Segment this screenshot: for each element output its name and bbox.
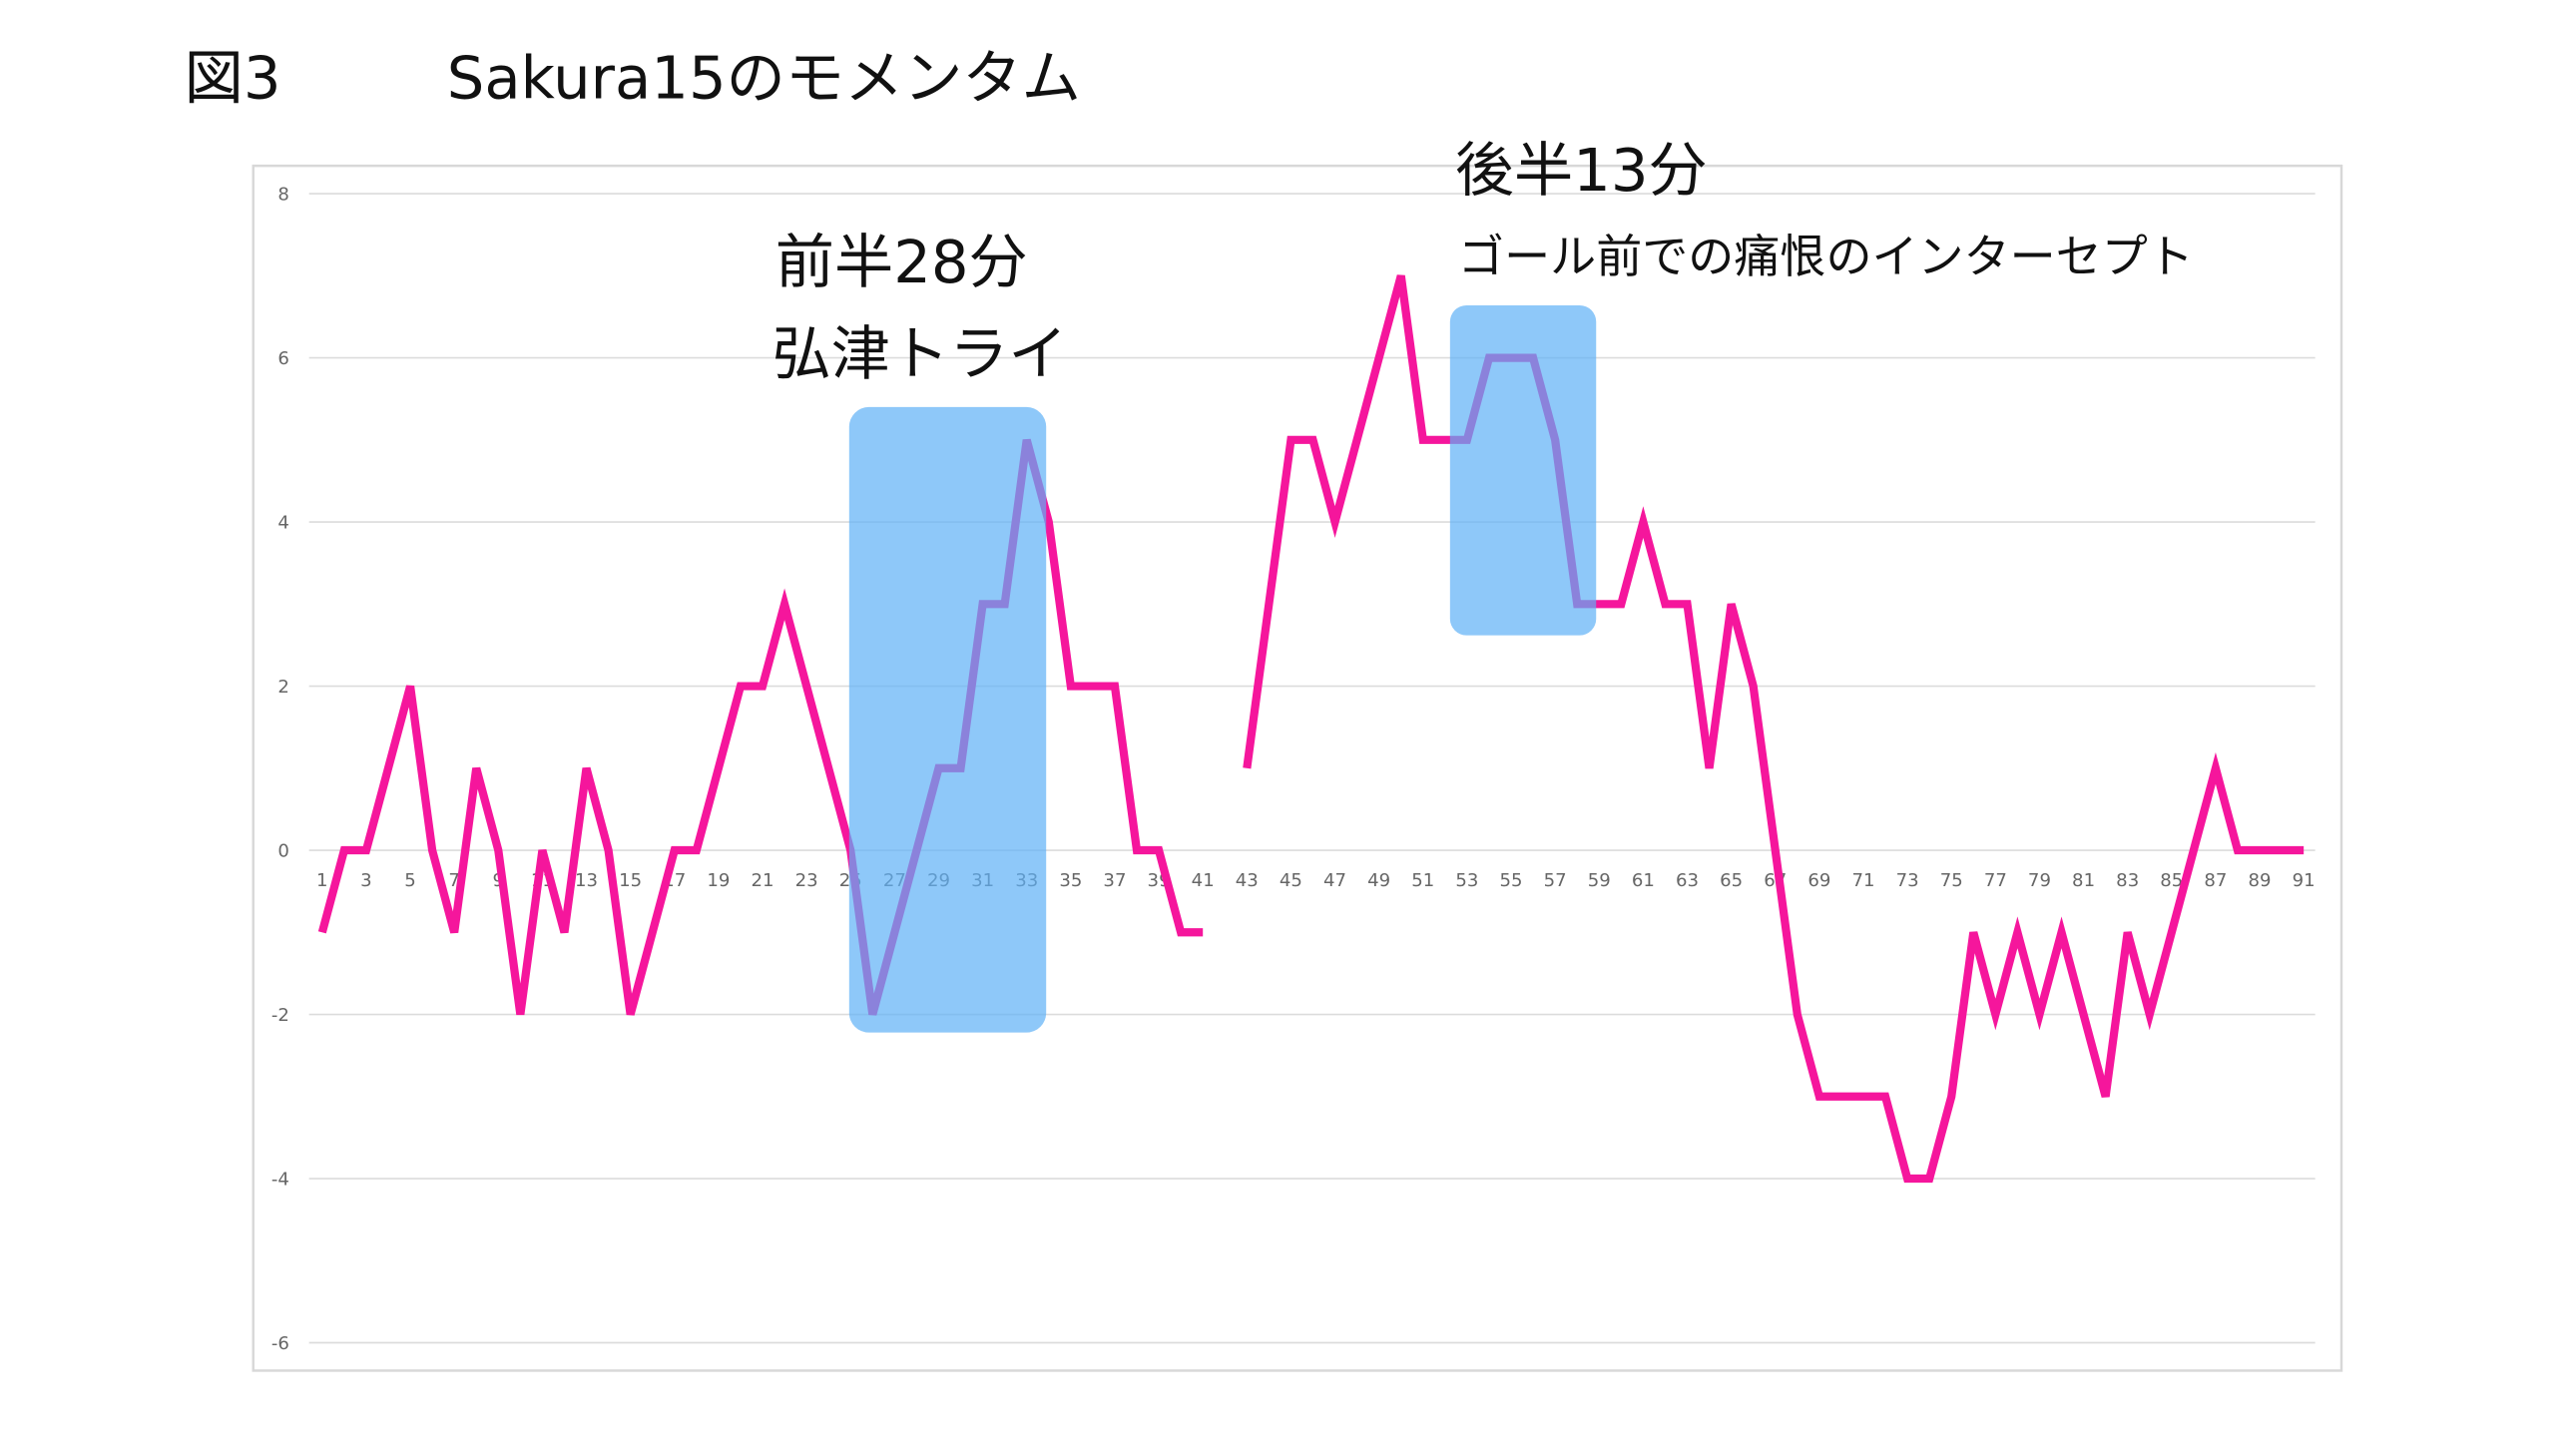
annotation: 弘津トライ — [772, 319, 1068, 388]
x-tick-label: 15 — [619, 870, 642, 891]
y-tick-label: 4 — [277, 513, 289, 534]
x-tick-label: 37 — [1103, 870, 1126, 891]
x-tick-label: 81 — [2072, 870, 2095, 891]
x-tick-label: 59 — [1588, 870, 1611, 891]
annotation: ゴール前での痛恨のインターセプト — [1458, 230, 2194, 283]
x-tick-label: 21 — [751, 870, 773, 891]
series — [317, 274, 2305, 1184]
x-tick-label: 43 — [1236, 870, 1259, 891]
y-tick-label: -4 — [271, 1170, 289, 1191]
y-tick-label: 8 — [277, 185, 289, 206]
annotation: 前半28分 — [775, 228, 1028, 296]
x-tick-label: 45 — [1280, 870, 1302, 891]
x-tick-label: 19 — [707, 870, 730, 891]
x-tick-label: 65 — [1720, 870, 1743, 891]
highlight-box — [848, 406, 1047, 1033]
plot-frame — [252, 164, 2343, 1372]
x-tick-label: 35 — [1059, 870, 1082, 891]
y-tick-label: 6 — [277, 348, 289, 369]
x-tick-label: 7 — [448, 870, 460, 891]
grid: -6-4-20246813579111315171921232527293133… — [271, 185, 2316, 1354]
x-tick-label: 63 — [1676, 870, 1699, 891]
x-tick-label: 77 — [1984, 870, 2007, 891]
x-tick-label: 91 — [2293, 870, 2316, 891]
x-tick-label: 47 — [1323, 870, 1346, 891]
x-tick-label: 85 — [2160, 870, 2183, 891]
x-tick-label: 41 — [1192, 870, 1215, 891]
annotation: 後半13分 — [1455, 136, 1708, 205]
x-tick-label: 53 — [1455, 870, 1478, 891]
x-tick-label: 87 — [2204, 870, 2227, 891]
y-tick-label: -6 — [271, 1333, 289, 1354]
x-tick-label: 49 — [1367, 870, 1390, 891]
highlight-box — [1449, 304, 1597, 636]
x-tick-label: 69 — [1807, 870, 1830, 891]
x-tick-label: 3 — [360, 870, 372, 891]
y-tick-label: 2 — [277, 677, 289, 698]
x-tick-label: 1 — [316, 870, 328, 891]
x-tick-label: 13 — [575, 870, 598, 891]
x-tick-label: 57 — [1544, 870, 1567, 891]
x-tick-label: 61 — [1632, 870, 1655, 891]
x-tick-label: 5 — [404, 870, 416, 891]
figure-label: 図3 — [185, 44, 281, 113]
chart-title: Sakura15のモメンタム — [447, 44, 1081, 113]
x-tick-label: 83 — [2116, 870, 2139, 891]
x-tick-label: 71 — [1851, 870, 1874, 891]
y-tick-label: -2 — [271, 1005, 289, 1026]
x-tick-label: 23 — [795, 870, 818, 891]
x-tick-label: 55 — [1500, 870, 1523, 891]
line — [317, 274, 2305, 1184]
x-tick-label: 51 — [1411, 870, 1434, 891]
x-tick-label: 89 — [2249, 870, 2272, 891]
x-tick-label: 79 — [2028, 870, 2051, 891]
x-tick-label: 75 — [1940, 870, 1963, 891]
y-tick-label: 0 — [277, 841, 289, 862]
x-tick-label: 73 — [1896, 870, 1919, 891]
